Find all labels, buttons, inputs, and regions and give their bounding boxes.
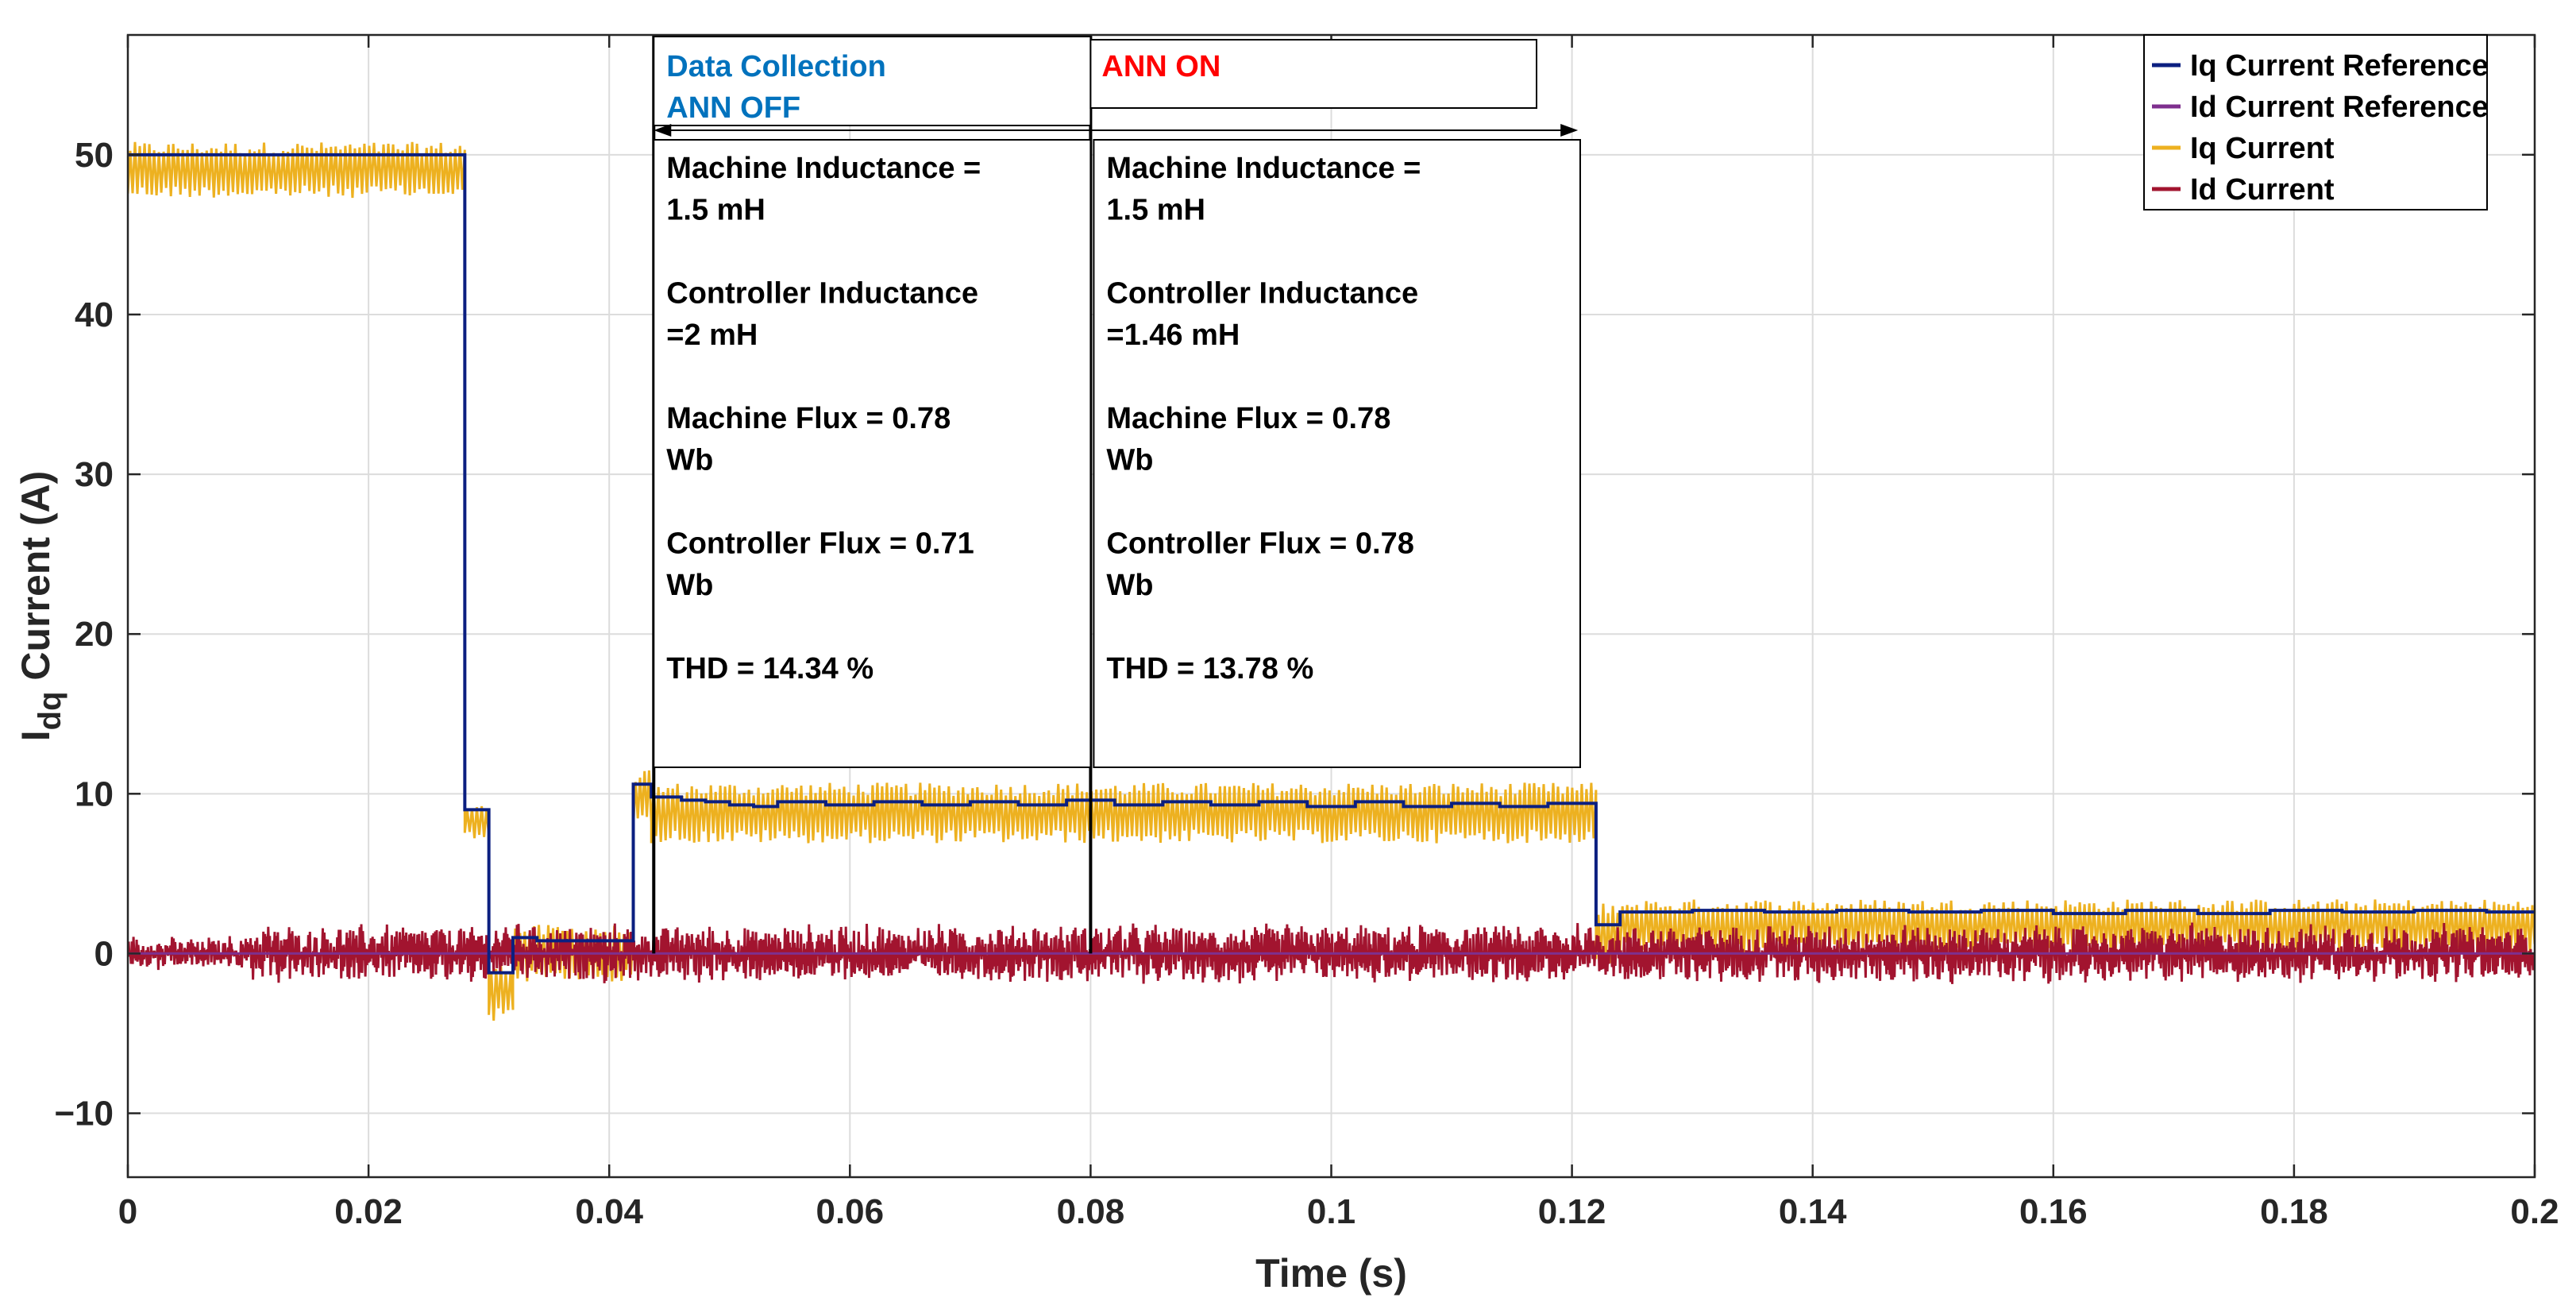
parameter-line: Controller Flux = 0.78 — [1106, 527, 1414, 561]
region2-title: ANN ON — [1101, 50, 1221, 83]
x-tick-label: 0.08 — [1057, 1192, 1125, 1231]
region-span-arrow — [654, 124, 1579, 137]
y-tick-label: 40 — [75, 295, 114, 334]
parameter-line: Wb — [1106, 444, 1153, 477]
parameter-line: 1.5 mH — [1106, 194, 1205, 227]
region1-parameter-box — [653, 139, 1092, 768]
parameter-line: Machine Flux = 0.78 — [1106, 402, 1390, 435]
annotations: Data Collection ANN OFF ANN ON Machine I… — [653, 36, 1581, 768]
x-tick-label: 0 — [118, 1192, 137, 1231]
legend: Iq Current Reference Id Current Reference… — [2143, 34, 2489, 210]
legend-label: Id Current — [2190, 173, 2335, 207]
parameter-line: Controller Flux = 0.71 — [666, 527, 974, 561]
y-tick-label: 30 — [75, 455, 114, 494]
parameter-line: Wb — [1106, 569, 1153, 602]
x-tick-label: 0.1 — [1307, 1192, 1355, 1231]
region2-title-box — [1089, 39, 1537, 109]
arrow-head-left — [654, 124, 672, 137]
y-axis-label-main: I — [13, 730, 58, 741]
y-tick-label: 20 — [75, 615, 114, 654]
legend-label: Id Current Reference — [2190, 91, 2489, 124]
series-id-current — [128, 922, 2535, 984]
parameter-line: Machine Flux = 0.78 — [666, 402, 951, 435]
region1-title-box — [653, 36, 1092, 126]
region1-title-line2: ANN OFF — [666, 91, 800, 125]
parameter-line: Machine Inductance = — [1106, 152, 1421, 185]
y-tick-label: 10 — [75, 774, 114, 813]
y-axis-label-rest: Current (A) — [13, 471, 58, 692]
region1-title-line1: Data Collection — [666, 50, 886, 83]
x-tick-label: 0.18 — [2260, 1192, 2328, 1231]
legend-box — [2143, 34, 2488, 210]
parameter-line: Machine Inductance = — [666, 152, 981, 185]
series-iq-current-reference — [128, 153, 2535, 975]
y-tick-label: 50 — [75, 136, 114, 175]
y-axis-label-subscript: dq — [33, 691, 67, 730]
parameter-line: =1.46 mH — [1106, 319, 1240, 352]
region1-parameter-text: Machine Inductance = 1.5 mH Controller Ind… — [666, 152, 981, 685]
x-tick-label: 0.02 — [334, 1192, 403, 1231]
parameter-line: Wb — [666, 569, 713, 602]
x-tick-label: 0.14 — [1779, 1192, 1847, 1231]
plot-series — [128, 141, 2535, 1021]
x-tick-label: 0.2 — [2510, 1192, 2559, 1231]
region2-parameter-text: Machine Inductance = 1.5 mH Controller Ind… — [1106, 152, 1421, 685]
y-axis-label: Idq Current (A) — [13, 471, 67, 742]
region2-parameter-box — [1093, 139, 1581, 768]
parameter-line: THD = 13.78 % — [1106, 652, 1313, 685]
x-axis-label: Time (s) — [1255, 1251, 1407, 1296]
legend-label: Iq Current — [2190, 132, 2335, 165]
x-tick-label: 0.06 — [816, 1192, 884, 1231]
parameter-line: Controller Inductance — [1106, 277, 1418, 311]
y-tick-label: 0 — [94, 934, 114, 973]
parameter-line: Wb — [666, 444, 713, 477]
x-tick-label: 0.04 — [575, 1192, 643, 1231]
x-tick-label: 0.12 — [1538, 1192, 1606, 1231]
parameter-line: 1.5 mH — [666, 194, 765, 227]
parameter-line: =2 mH — [666, 319, 758, 352]
legend-label: Iq Current Reference — [2190, 49, 2489, 83]
tick-labels: 0 0.02 0.04 0.06 0.08 0.1 0.12 0.14 0.16 0.18 0.2 −… — [54, 35, 2559, 1231]
parameter-line: THD = 14.34 % — [666, 652, 873, 685]
parameter-line: Controller Inductance — [666, 277, 978, 311]
x-tick-label: 0.16 — [2019, 1192, 2088, 1231]
y-tick-label: −10 — [54, 1095, 114, 1133]
arrow-head-right — [1560, 124, 1579, 137]
